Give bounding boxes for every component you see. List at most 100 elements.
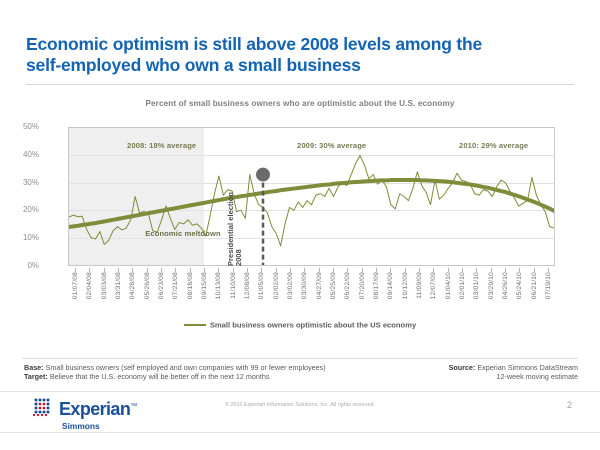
x-axis-tick-mark [132,268,134,272]
annotation-avg-2009: 2009: 30% average [297,141,367,150]
title-line-2: self-employed who own a small business [26,55,361,75]
x-axis-tick-label: 06/23/08 [158,272,166,300]
x-axis-tick-label: 06/21/10 [530,272,538,300]
target-label: Target: [24,372,48,382]
x-axis-tick-mark [547,268,549,272]
chart-plot-area: 2008: 18% average 2009: 30% average 2010… [68,127,555,266]
x-axis-tick-mark [75,268,77,272]
x-axis-tick-label: 07/20/09 [358,272,366,300]
x-axis-tick-label: 03/31/08 [115,272,123,300]
notes-divider [22,358,578,359]
x-axis-tick-label: 03/01/10 [473,272,481,300]
experian-dot-matrix-icon [32,396,56,420]
y-axis-tick: 0% [27,261,39,270]
trend-line [69,180,554,227]
x-axis-tick-mark [447,268,449,272]
legend-label-series-1: Small business owners optimistic about t… [209,320,417,330]
page-title: Economic optimism is still above 2008 le… [26,34,574,76]
x-axis-tick-label: 07/19/10 [544,272,552,300]
x-axis-tick-label: 03/29/10 [487,272,495,300]
x-axis-tick-label: 11/10/08 [229,272,237,299]
annotation-avg-2008: 2008: 18% average [127,141,197,150]
target-text: Believe that the U.S. economy will be be… [47,372,270,382]
notes-source: Source: Experian Simmons DataStream 12-w… [449,363,578,382]
x-axis: 01/07/08 02/04/08 03/03/08 03/31/08 04/28/08… [68,268,555,330]
experian-wordmark: Experian™ [59,398,137,418]
x-axis-tick-label: 06/22/09 [344,272,352,300]
x-axis-tick-mark [318,268,320,272]
x-axis-tick-mark [103,268,105,272]
x-axis-tick-mark [204,268,206,272]
trademark-symbol: ™ [130,403,137,410]
source-label: Source: [448,363,476,372]
x-axis-tick-label: 12/08/08 [244,272,252,300]
source-text: Experian Simmons DataStream [475,363,578,372]
x-axis-tick-mark [519,268,521,272]
x-axis-tick-label: 10/13/08 [215,272,223,300]
annotation-presidential-election: Presidential election 2008 [226,192,243,266]
legend-swatch-series-1 [183,323,206,327]
x-axis-tick-mark [347,268,349,272]
x-axis-tick-mark [247,268,249,272]
x-axis-tick-label: 03/03/08 [100,272,108,300]
x-axis-tick-mark [390,268,392,272]
x-axis-tick-mark [361,268,363,272]
y-axis-tick: 50% [22,122,39,131]
y-axis-tick: 40% [22,149,39,159]
x-axis-tick-mark [375,268,377,272]
base-text: Small business owners (self employed and… [43,363,326,372]
x-axis-tick-mark [290,268,291,272]
x-axis-tick-mark [461,268,463,272]
title-line-1: Economic optimism is still above 2008 le… [26,34,483,54]
x-axis-tick-mark [261,268,263,272]
base-label: Base: [24,363,44,372]
x-axis-tick-mark [146,268,148,272]
x-axis-tick-mark [89,268,91,272]
x-axis-tick-mark [118,268,120,272]
x-axis-tick-label: 01/04/10 [444,272,452,300]
x-axis-tick-mark [304,268,306,272]
chart-title: Percent of small business owners who are… [145,99,455,108]
footer-divider-bottom [0,432,600,433]
copyright-text: © 2010 Experian Information Solutions, I… [225,402,375,408]
x-axis-tick-label: 08/18/08 [186,272,194,300]
x-axis-tick-label: 11/09/09 [415,272,423,299]
x-axis-tick-label: 02/01/10 [458,272,466,300]
x-axis-tick-mark [189,268,191,272]
x-axis-tick-label: 08/17/09 [372,272,380,300]
x-axis-tick-mark [433,268,435,272]
x-axis-tick-label: 02/02/09 [272,272,280,300]
x-axis-tick-label: 10/12/09 [401,272,409,300]
x-axis-tick-label: 05/25/09 [329,272,337,300]
election-marker-dot [256,167,270,182]
x-axis-tick-label: 09/14/09 [387,272,395,300]
x-axis-tick-mark [404,268,406,272]
logo-word-text: Experian [59,399,131,419]
x-axis-tick-mark [218,268,220,272]
notes-base-target: Base: Small business owners (self employ… [24,363,326,382]
annotation-avg-2010: 2010: 29% average [459,141,529,150]
annotation-economic-meltdown: Economic meltdown [145,229,221,238]
x-axis-tick-label: 01/07/08 [72,272,80,300]
data-series-line [69,155,554,245]
gridline-20 [69,210,554,212]
x-axis-tick-mark [332,268,334,272]
x-axis-tick-label: 05/24/10 [516,272,524,300]
x-axis-tick-label: 03/30/09 [301,272,309,300]
y-axis-tick: 30% [22,177,39,187]
simmons-wordmark: Simmons [62,421,100,431]
x-axis-tick-label: 04/26/10 [501,272,509,300]
x-axis-tick-label: 07/21/08 [172,272,180,300]
y-axis-tick: 20% [22,205,39,215]
x-axis-tick-label: 12/07/09 [430,272,438,300]
gridline-40 [69,155,554,157]
gridline-10 [69,237,554,239]
x-axis-tick-mark [232,268,234,272]
x-axis-tick-label: 04/27/09 [315,272,323,300]
x-axis-tick-mark [275,268,277,272]
chart-legend: Small business owners optimistic about t… [22,320,578,330]
chart-svg [69,128,554,265]
experian-logo: Experian™ Simmons [32,396,137,431]
x-axis-tick-label: 05/26/08 [143,272,151,300]
